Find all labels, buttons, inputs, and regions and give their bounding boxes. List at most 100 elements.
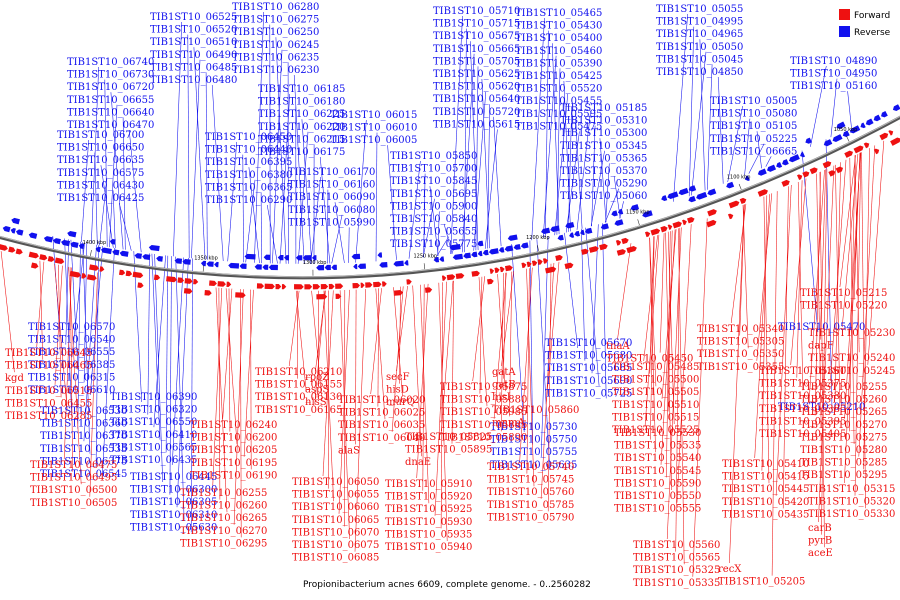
forward-gene-label[interactable]: TIB1ST10_05215	[800, 288, 887, 299]
reverse-gene-label[interactable]: TIB1ST10_05700	[390, 164, 477, 175]
forward-gene-label[interactable]: TIB1ST10_05560	[633, 540, 720, 551]
forward-gene-label[interactable]: TIB1ST10_06055	[292, 490, 379, 501]
forward-gene-label[interactable]: TIB1ST10_05545	[614, 466, 701, 477]
reverse-gene-label[interactable]: TIB1ST10_06530	[40, 406, 127, 417]
forward-gene-label[interactable]: TIB1ST10_06050	[292, 477, 379, 488]
forward-gene-label[interactable]: TIB1ST10_05280	[800, 445, 887, 456]
reverse-gene-label[interactable]: TIB1ST10_06360	[40, 419, 127, 430]
forward-gene-label[interactable]: TIB1ST10_05515	[612, 412, 699, 423]
reverse-gene-label[interactable]: TIB1ST10_05850	[390, 151, 477, 162]
forward-gene-label[interactable]: TIB1ST10_05920	[385, 492, 472, 503]
forward-gene-label[interactable]: TIB1ST10_06505	[30, 498, 117, 509]
reverse-gene-label[interactable]: TIB1ST10_05725	[545, 388, 632, 399]
reverse-gene-label[interactable]: TIB1ST10_04950	[790, 69, 877, 80]
reverse-gene-label[interactable]: TIB1ST10_06555	[28, 347, 115, 358]
reverse-gene-label[interactable]: TIB1ST10_04850	[656, 67, 743, 78]
reverse-gene-label[interactable]: TIB1ST10_05455	[515, 96, 602, 107]
reverse-gene-label[interactable]: TIB1ST10_05055	[656, 4, 743, 15]
forward-gene-label[interactable]: TIB1ST10_06465	[5, 361, 92, 372]
forward-gene-label[interactable]: TIB1ST10_05320	[808, 497, 895, 508]
reverse-gene-label[interactable]: TIB1ST10_06395	[205, 157, 292, 168]
forward-gene-label[interactable]: TIB1ST10_06190	[190, 470, 277, 481]
forward-gene-label[interactable]: rpoZ	[305, 372, 329, 383]
forward-gene-label[interactable]: TIB1ST10_06200	[190, 433, 277, 444]
reverse-gene-label[interactable]: TIB1ST10_05080	[710, 109, 797, 120]
reverse-gene-label[interactable]: TIB1ST10_05670	[545, 338, 632, 349]
reverse-gene-label[interactable]: TIB1ST10_06170	[288, 167, 375, 178]
reverse-gene-label[interactable]: TIB1ST10_06005	[330, 135, 417, 146]
forward-gene-label[interactable]: TIB1ST10_05255	[800, 382, 887, 393]
reverse-gene-label[interactable]: TIB1ST10_06180	[258, 97, 345, 108]
forward-gene-label[interactable]: TIB1ST10_05885	[440, 420, 527, 431]
reverse-gene-label[interactable]: TIB1ST10_05845	[390, 176, 477, 187]
forward-gene-label[interactable]: TIB1ST10_05925	[385, 504, 472, 515]
reverse-gene-label[interactable]: TIB1ST10_05775	[390, 239, 477, 250]
reverse-gene-label[interactable]: TIB1ST10_05675	[433, 31, 520, 42]
forward-gene-label[interactable]: TIB1ST10_05275	[800, 432, 887, 443]
reverse-gene-label[interactable]: TIB1ST10_06440	[205, 145, 292, 156]
forward-gene-label[interactable]: TIB1ST10_05930	[385, 517, 472, 528]
forward-gene-label[interactable]: TIB1ST10_06085	[292, 553, 379, 564]
forward-gene-label[interactable]: dnaE	[405, 457, 431, 468]
reverse-gene-label[interactable]: TIB1ST10_05225	[710, 134, 797, 145]
forward-gene-label[interactable]: TIB1ST10_05940	[385, 542, 472, 553]
reverse-gene-label[interactable]: TIB1ST10_05630	[130, 522, 217, 533]
forward-gene-label[interactable]: tnaA	[606, 341, 630, 352]
forward-gene-label[interactable]: aspS	[305, 385, 329, 396]
forward-gene-label[interactable]: TIB1ST10_06210	[255, 367, 342, 378]
forward-gene-label[interactable]: TIB1ST10_06285	[5, 411, 92, 422]
reverse-gene-label[interactable]: TIB1ST10_06080	[288, 205, 375, 216]
forward-gene-label[interactable]: TIB1ST10_05325	[633, 565, 720, 576]
reverse-gene-label[interactable]: TIB1ST10_06310	[130, 510, 217, 521]
forward-gene-label[interactable]: secF	[386, 372, 410, 383]
reverse-gene-label[interactable]: TIB1ST10_05615	[433, 119, 520, 130]
reverse-gene-label[interactable]: TIB1ST10_06490	[150, 50, 237, 61]
forward-gene-label[interactable]: TIB1ST10_05525	[612, 425, 699, 436]
forward-gene-label[interactable]: TIB1ST10_05485	[612, 362, 699, 373]
reverse-gene-label[interactable]: TIB1ST10_05685	[545, 363, 632, 374]
reverse-gene-label[interactable]: TIB1ST10_05430	[515, 21, 602, 32]
reverse-gene-label[interactable]: TIB1ST10_06250	[232, 27, 319, 38]
reverse-gene-label[interactable]: TIB1ST10_06245	[232, 40, 319, 51]
reverse-gene-label[interactable]: TIB1ST10_05425	[515, 71, 602, 82]
reverse-gene-label[interactable]: TIB1ST10_06090	[288, 192, 375, 203]
forward-gene-label[interactable]: TIB1ST10_05220	[800, 301, 887, 312]
reverse-gene-label[interactable]: TIB1ST10_06015	[330, 110, 417, 121]
reverse-gene-label[interactable]: TIB1ST10_05705	[433, 56, 520, 67]
reverse-gene-label[interactable]: TIB1ST10_06430	[57, 180, 144, 191]
reverse-gene-label[interactable]: TIB1ST10_06550	[110, 417, 197, 428]
forward-gene-label[interactable]: TIB1ST10_05880	[440, 395, 527, 406]
forward-gene-label[interactable]: TIB1ST10_05265	[800, 407, 887, 418]
forward-gene-label[interactable]: TIB1ST10_05535	[614, 441, 701, 452]
reverse-gene-label[interactable]: TIB1ST10_05520	[515, 84, 602, 95]
reverse-gene-label[interactable]: TIB1ST10_05470	[778, 322, 865, 333]
reverse-gene-label[interactable]: TIB1ST10_06375	[40, 456, 127, 467]
forward-gene-label[interactable]: alaS	[338, 445, 360, 456]
reverse-gene-label[interactable]: TIB1ST10_06525	[150, 12, 237, 23]
reverse-gene-label[interactable]: TIB1ST10_06370	[40, 431, 127, 442]
forward-gene-label[interactable]: TIB1ST10_06455	[5, 398, 92, 409]
forward-gene-label[interactable]: TIB1ST10_05825	[405, 432, 492, 443]
reverse-gene-label[interactable]: TIB1ST10_05005	[710, 96, 797, 107]
reverse-gene-label[interactable]: TIB1ST10_06385	[28, 360, 115, 371]
forward-gene-label[interactable]: TIB1ST10_05590	[614, 478, 701, 489]
forward-gene-label[interactable]: TIB1ST10_05355	[697, 362, 784, 373]
forward-gene-label[interactable]: carB	[808, 523, 832, 534]
forward-gene-label[interactable]: TIB1ST10_06645	[5, 348, 92, 359]
reverse-gene-label[interactable]: TIB1ST10_05400	[515, 33, 602, 44]
reverse-gene-label[interactable]: TIB1ST10_06230	[232, 65, 319, 76]
forward-gene-label[interactable]: TIB1ST10_05785	[487, 500, 574, 511]
forward-gene-label[interactable]: TIB1ST10_05375	[759, 379, 846, 390]
reverse-gene-label[interactable]: TIB1ST10_05290	[560, 179, 647, 190]
forward-gene-label[interactable]: TIB1ST10_05240	[808, 353, 895, 364]
reverse-gene-label[interactable]: TIB1ST10_06700	[57, 130, 144, 141]
reverse-gene-label[interactable]: TIB1ST10_06320	[110, 405, 197, 416]
reverse-gene-label[interactable]: TIB1ST10_06665	[710, 146, 797, 157]
forward-gene-label[interactable]: TIB1ST10_05565	[633, 553, 720, 564]
forward-gene-label[interactable]: TIB1ST10_05260	[800, 395, 887, 406]
reverse-gene-label[interactable]: TIB1ST10_06010	[330, 123, 417, 134]
forward-gene-label[interactable]: TIB1ST10_05350	[697, 349, 784, 360]
reverse-gene-label[interactable]: TIB1ST10_06410	[110, 430, 197, 441]
reverse-gene-label[interactable]: TIB1ST10_06215	[258, 134, 345, 145]
forward-gene-label[interactable]: TIB1ST10_06060	[292, 502, 379, 513]
